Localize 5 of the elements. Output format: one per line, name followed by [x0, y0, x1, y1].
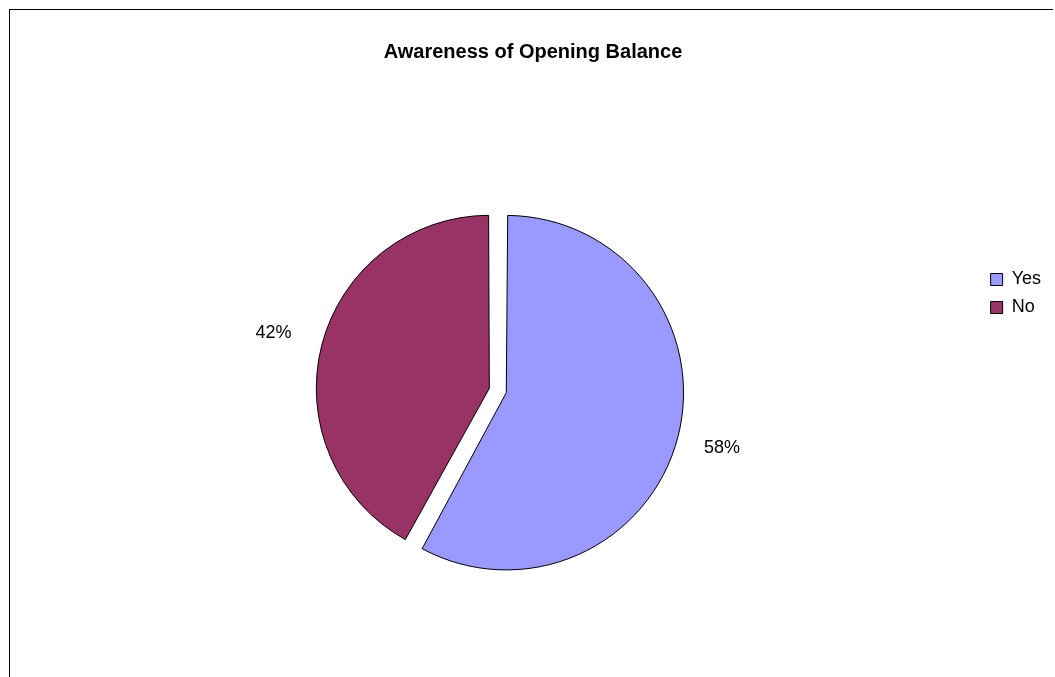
legend-label: No — [1011, 296, 1035, 317]
chart-title: Awareness of Opening Balance — [383, 39, 683, 62]
legend-label: Yes — [1011, 268, 1042, 289]
data-label: 42% — [255, 321, 292, 342]
data-label: 58% — [704, 437, 741, 458]
